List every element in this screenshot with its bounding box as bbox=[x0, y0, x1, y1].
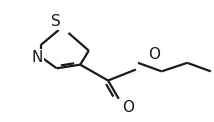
Text: S: S bbox=[51, 15, 61, 29]
Text: O: O bbox=[122, 100, 134, 115]
Text: O: O bbox=[148, 47, 160, 62]
Text: N: N bbox=[32, 50, 43, 65]
